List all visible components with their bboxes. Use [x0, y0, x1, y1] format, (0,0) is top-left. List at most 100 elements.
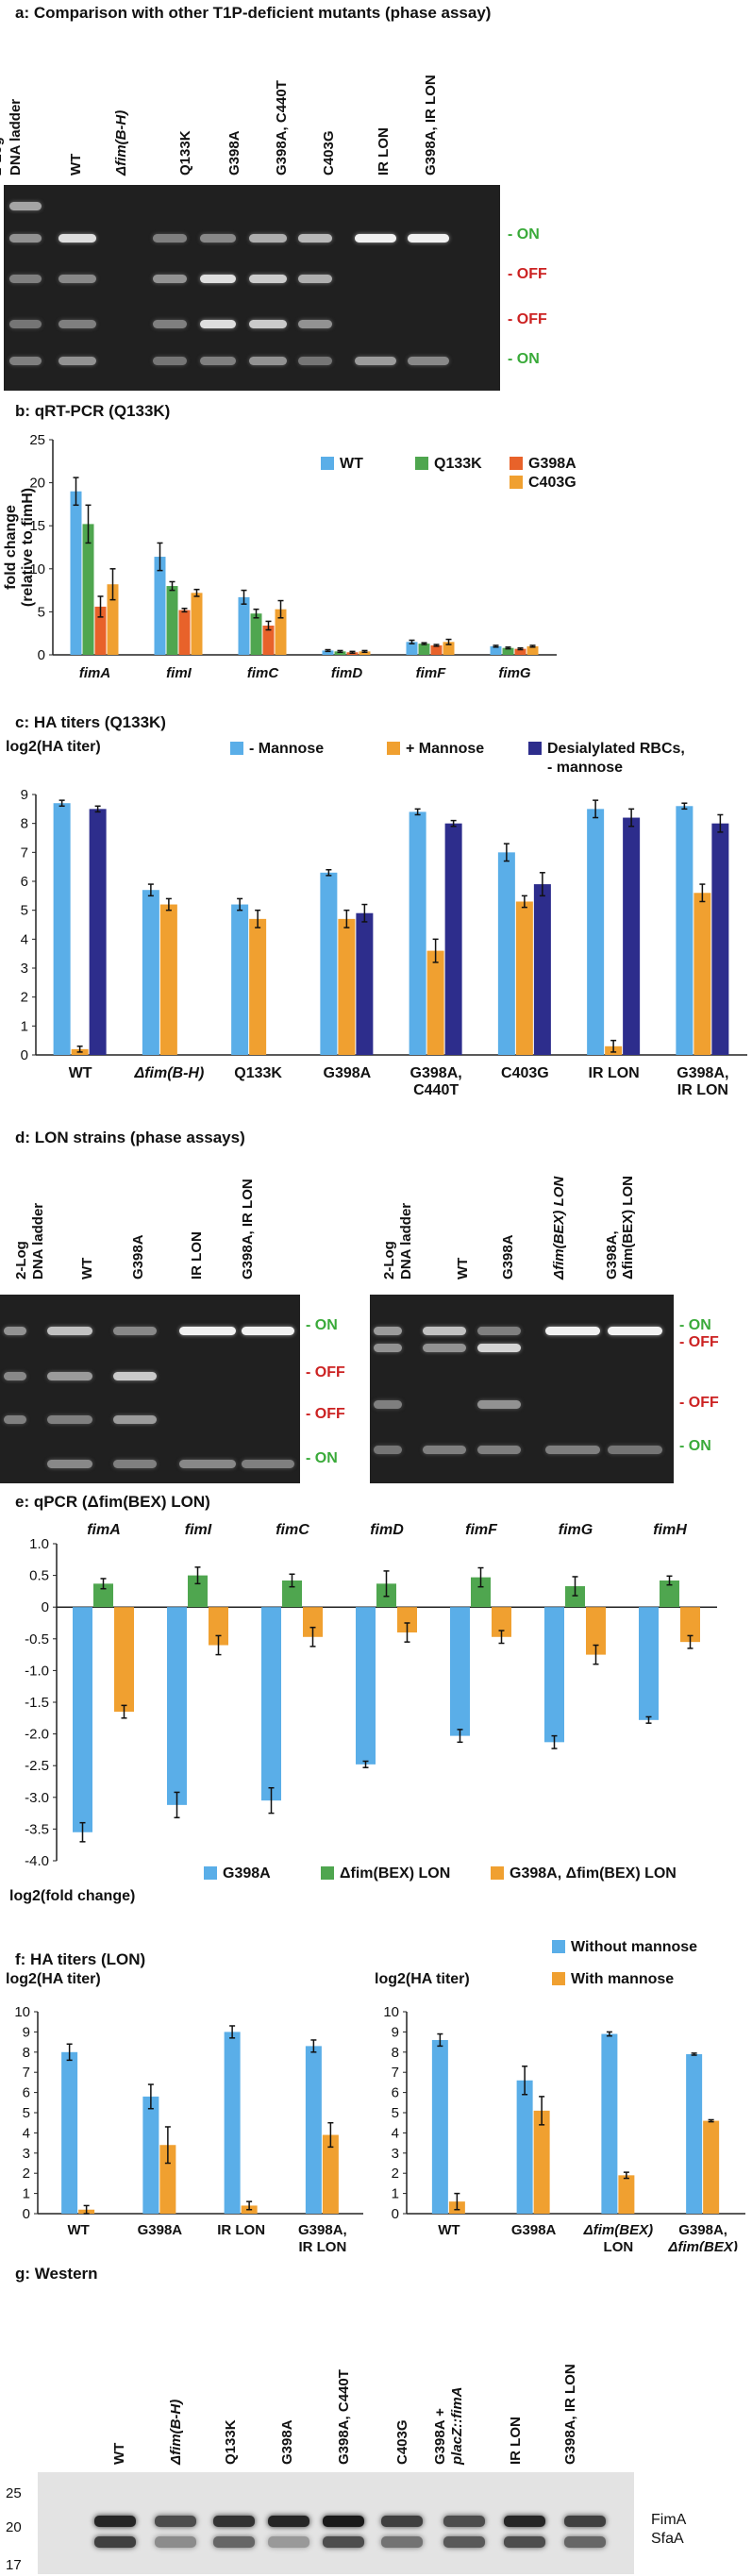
gel-band — [9, 320, 42, 328]
bar — [73, 1607, 92, 1832]
legend-swatch — [321, 1866, 334, 1880]
y-tick-label: 6 — [23, 2085, 30, 2101]
mw-marker: 20 — [6, 2519, 22, 2535]
category-label: fimH — [653, 1522, 687, 1538]
category-label: fimC — [247, 665, 280, 681]
gel-band — [47, 1460, 92, 1468]
blot-band — [94, 2536, 136, 2548]
y-tick-label: 0 — [38, 647, 45, 663]
bar — [514, 648, 526, 655]
category-label: Δfim(BEX) — [667, 2239, 737, 2251]
category-label: WT — [438, 2222, 460, 2238]
category-label: WT — [69, 1065, 92, 1081]
bar — [586, 1607, 606, 1655]
mw-marker: 17 — [6, 2557, 22, 2573]
gel-band — [47, 1415, 92, 1424]
gel-band — [608, 1446, 662, 1454]
y-tick-label: 5 — [23, 2105, 30, 2121]
y-tick-label: 0 — [42, 1599, 49, 1615]
lane-label: C403G — [394, 2419, 410, 2465]
bar — [250, 613, 262, 655]
blot-band — [381, 2516, 423, 2527]
y-tick-label: 9 — [21, 787, 28, 803]
category-label: IR LON — [589, 1065, 640, 1081]
bar — [114, 1607, 134, 1713]
bar — [426, 950, 444, 1055]
category-label: fimC — [276, 1522, 309, 1538]
bar — [322, 2134, 339, 2214]
lane-label: IR LON — [189, 1231, 205, 1280]
category-label: fimG — [559, 1522, 593, 1538]
category-label: Q133K — [234, 1065, 282, 1081]
y-tick-label: 10 — [29, 561, 45, 577]
y-tick-label: 4 — [21, 931, 28, 947]
y-tick-label: 7 — [23, 2065, 30, 2081]
bar — [338, 918, 356, 1055]
y-axis-label: (relative to fimH) — [20, 488, 36, 607]
panel-a-title: a: Comparison with other T1P-deficient m… — [15, 4, 492, 22]
y-tick-label: 10 — [14, 2004, 30, 2020]
bar — [61, 2051, 78, 2214]
legend-with: With mannose — [571, 1971, 674, 1987]
gel-band — [423, 1327, 466, 1335]
lane-label: placZ::fimA — [449, 2386, 465, 2466]
gel-band — [298, 234, 332, 243]
ladder-label: 2-Log — [13, 1241, 29, 1280]
bar — [676, 806, 694, 1055]
y-tick-label: 0 — [392, 2206, 399, 2222]
bar — [334, 651, 346, 655]
bar — [359, 651, 371, 655]
legend-swatch — [510, 476, 523, 489]
lane-label: WT — [111, 2442, 127, 2465]
gel-band — [298, 320, 332, 328]
y-tick-label: 6 — [392, 2085, 399, 2101]
y-tick-label: 5 — [38, 604, 45, 620]
y-axis-label: fold change — [3, 505, 19, 590]
legend-swatch — [510, 457, 523, 470]
bar — [515, 901, 533, 1055]
bar — [711, 823, 729, 1055]
category-label: G398A, — [298, 2222, 347, 2238]
gel-band — [153, 357, 187, 365]
ladder-label: DNA ladder — [398, 1202, 414, 1280]
gel-band — [374, 1400, 402, 1409]
lane-label: Q133K — [177, 130, 193, 176]
gel-band — [4, 1327, 26, 1335]
y-tick-label: 20 — [29, 476, 45, 492]
bar — [450, 1607, 470, 1736]
bar — [167, 1607, 187, 1805]
panel-g-title: g: Western — [15, 2265, 98, 2283]
bar — [262, 625, 275, 655]
y-tick-label: -1.0 — [25, 1663, 49, 1679]
y-axis-label: log2(HA titer) — [6, 1971, 101, 1987]
y-tick-label: -3.0 — [25, 1790, 49, 1806]
gel-band — [355, 234, 396, 243]
category-label: fimF — [465, 1522, 498, 1538]
gel-band — [608, 1327, 662, 1335]
lane-label: G398A — [130, 1234, 146, 1280]
bar — [303, 1607, 323, 1637]
gel-band — [423, 1344, 466, 1352]
gel-band — [58, 320, 96, 328]
bar — [516, 2080, 533, 2214]
blot-band — [268, 2516, 309, 2527]
bar — [107, 584, 119, 655]
band-label: - ON — [679, 1438, 711, 1454]
gel-band — [408, 234, 449, 243]
blot-band — [155, 2516, 196, 2527]
gel-band — [242, 1460, 294, 1468]
bar — [282, 1580, 302, 1608]
legend-swatch — [491, 1866, 504, 1880]
legend-plus-mannose: + Mannose — [406, 741, 484, 757]
y-axis-label: log2(fold change) — [9, 1888, 135, 1904]
band-label: - ON — [508, 226, 540, 243]
lane-label: G398A — [500, 1234, 516, 1280]
bar — [565, 1586, 585, 1608]
category-label: fimI — [166, 665, 192, 681]
blot-band — [564, 2516, 606, 2527]
y-tick-label: 8 — [21, 816, 28, 832]
category-label: LON — [604, 2239, 634, 2251]
gel-band — [249, 320, 287, 328]
gel-band — [200, 357, 236, 365]
